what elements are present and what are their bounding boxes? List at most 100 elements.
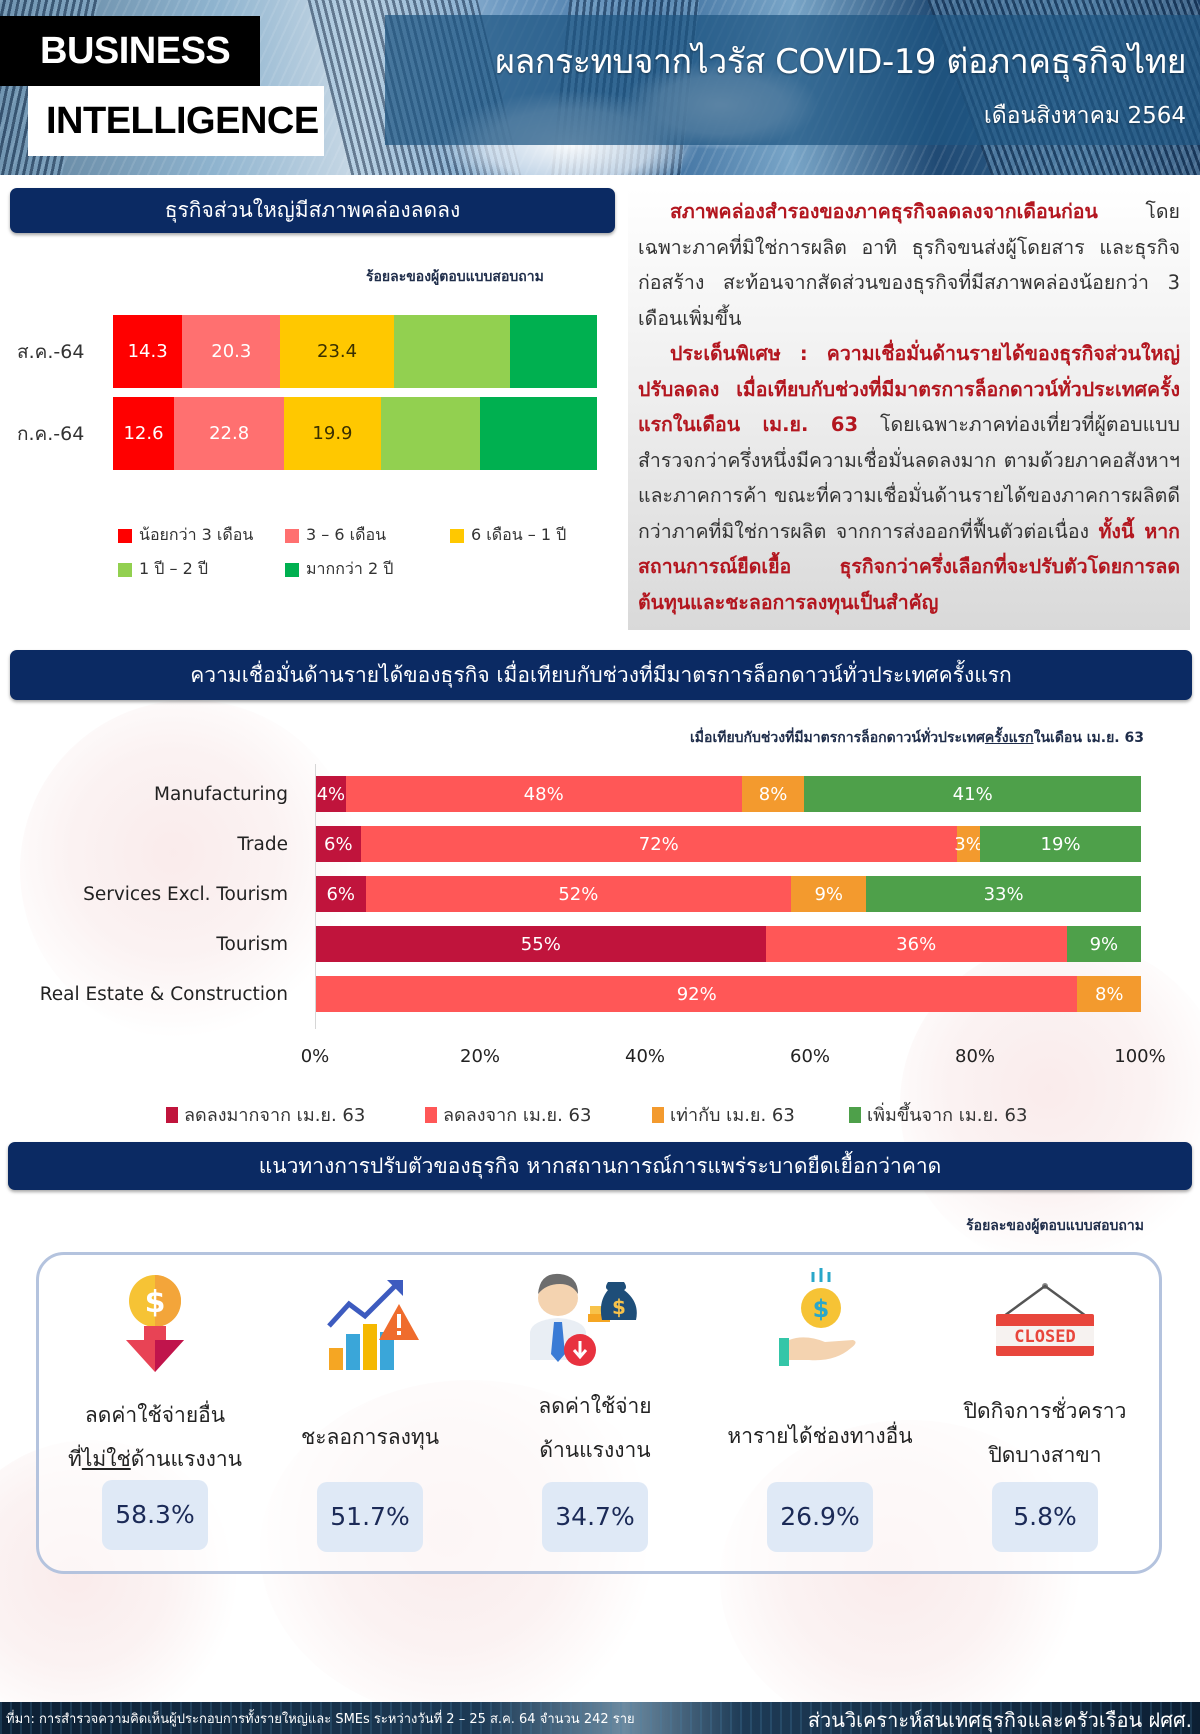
svg-text:$: $: [813, 1295, 830, 1323]
axis-tick: 0%: [300, 1046, 330, 1067]
legend-item: เท่ากับ เม.ย. 63: [652, 1100, 795, 1129]
segment-value: 4: [316, 783, 329, 805]
legend-item: 3 – 6 เดือน: [285, 523, 386, 548]
axis-tick: 80%: [954, 1046, 996, 1067]
segment-value: 9: [1089, 933, 1102, 955]
svg-text:$: $: [612, 1295, 626, 1319]
legend-swatch: [166, 1106, 178, 1123]
segment-value: 19: [1040, 833, 1064, 855]
bar-manufacturing: 4% 48% 8% 41%: [316, 776, 1141, 812]
segment-gt-2y: [479, 397, 597, 470]
legend-label: ลดลงมากจาก เม.ย. 63: [184, 1105, 366, 1126]
liquidity-unit-label: ร้อยละของผู้ตอบแบบสอบถาม: [366, 269, 544, 285]
legend-item: เพิ่มขึ้นจาก เม.ย. 63: [849, 1100, 1027, 1129]
segment-lower: 72%: [360, 826, 958, 862]
adaptation-section-header: แนวทางการปรับตัวของธุรกิจ หากสถานการณ์กา…: [8, 1142, 1192, 1190]
legend-swatch: [118, 528, 132, 543]
adaptation-card-delay-investment: ชะลอการลงทุน 51.7%: [265, 1268, 475, 1552]
adaptation-card-new-revenue: $ หารายได้ช่องทางอื่น 26.9%: [715, 1268, 925, 1552]
bar-real-estate-construction: 92% 8%: [316, 976, 1141, 1012]
card-label: ปิดบางสาขา: [988, 1443, 1102, 1467]
chart-axis-line: [315, 764, 316, 1029]
footer-band: ที่มา: การสำรวจความคิดเห็นผู้ประกอบการทั…: [0, 1702, 1200, 1734]
category-label: Services Excl. Tourism: [83, 884, 288, 905]
legend-swatch: [450, 528, 464, 543]
segment-value: 36: [896, 933, 920, 955]
legend-label: น้อยกว่า 3 เดือน: [139, 525, 254, 544]
legend-label: เท่ากับ เม.ย. 63: [670, 1105, 795, 1126]
subtitle-text: ในเดือน เม.ย. 63: [1033, 730, 1144, 746]
page-date: เดือนสิงหาคม 2564: [983, 103, 1186, 129]
card-label: ลดค่าใช้จ่ายอื่น: [84, 1403, 226, 1427]
axis-tick: 20%: [459, 1046, 501, 1067]
category-label: Trade: [237, 834, 288, 855]
bar-tourism: 55% 36% 9%: [316, 926, 1141, 962]
card-label: ชะลอการลงทุน: [300, 1425, 440, 1449]
segment-1-2y: [393, 315, 510, 388]
bar-services-excl-tourism: 6% 52% 9% 33%: [316, 876, 1141, 912]
adaptation-card-temporary-closure: CLOSED ปิดกิจการชั่วคราว ปิดบางสาขา 5.8%: [940, 1268, 1150, 1552]
axis-tick: 60%: [789, 1046, 831, 1067]
segment-lt-3m: 12.6: [113, 397, 174, 470]
label-part: ที่: [67, 1447, 82, 1471]
summary-highlight: สภาพคล่องสำรองของภาคธุรกิจลดลงจากเดือนก่…: [670, 200, 1098, 223]
liquidity-bar-jul64: 12.6 22.8 19.9: [113, 397, 597, 470]
category-label: Manufacturing: [154, 784, 288, 805]
header-banner: BUSINESS INTELLIGENCE ผลกระทบจากไวรัส CO…: [0, 0, 1200, 175]
page-title: ผลกระทบจากไวรัส COVID-19 ต่อภาคธุรกิจไทย: [495, 42, 1186, 82]
legend-item: 1 ปี – 2 ปี: [118, 557, 208, 582]
segment-much-lower: 55%: [316, 926, 766, 962]
card-value: 34.7%: [542, 1482, 648, 1552]
legend-label: 6 เดือน – 1 ปี: [471, 525, 567, 544]
adaptation-card-cut-other-costs: $ ลดค่าใช้จ่ายอื่น ที่ไม่ใช่ด้านแรงงาน 5…: [50, 1268, 260, 1550]
summary-highlight: ทั้งนี้ หากสถานการณ์ยืดเยื้อ ธุรกิจกว่าค…: [638, 519, 1180, 614]
segment-higher: 33%: [866, 876, 1141, 912]
segment-same: 9%: [791, 876, 867, 912]
subtitle-text: เมื่อเทียบกับช่วงที่มีมาตรการล็อกดาวน์ทั…: [690, 730, 985, 746]
card-label: หารายได้ช่องทางอื่น: [727, 1424, 913, 1448]
legend-label: มากกว่า 2 ปี: [306, 559, 394, 578]
label-part: ด้านแรงงาน: [130, 1447, 243, 1471]
closed-sign-icon: CLOSED: [990, 1268, 1100, 1378]
segment-value: 55: [520, 933, 544, 955]
segment-lower: 52%: [365, 876, 792, 912]
card-label: ลดค่าใช้จ่าย: [538, 1394, 652, 1418]
segment-much-lower: 6%: [316, 876, 366, 912]
legend-swatch: [118, 562, 132, 577]
chart-warning-icon: [315, 1268, 425, 1378]
hand-coin-icon: $: [765, 1268, 875, 1378]
segment-same: 8%: [741, 776, 805, 812]
segment-value: 6: [323, 833, 336, 855]
segment-value: 3: [954, 833, 966, 855]
segment-lower: 48%: [345, 776, 742, 812]
legend-item: น้อยกว่า 3 เดือน: [118, 523, 253, 548]
confidence-subtitle: เมื่อเทียบกับช่วงที่มีมาตรการล็อกดาวน์ทั…: [690, 727, 1144, 749]
segment-higher: 41%: [804, 776, 1141, 812]
segment-higher: 9%: [1066, 926, 1141, 962]
label-underlined: ไม่ใช่: [81, 1447, 131, 1471]
brand-business: BUSINESS: [0, 16, 260, 86]
virus-background-graphic: [20, 700, 360, 1040]
segment-lower: 36%: [765, 926, 1067, 962]
organization-name: ส่วนวิเคราะห์สนเทศธุรกิจและครัวเรือน ฝศศ…: [807, 1708, 1192, 1732]
segment-much-lower: 6%: [316, 826, 361, 862]
employee-cost-down-icon: $: [520, 1268, 670, 1378]
category-label: Real Estate & Construction: [39, 984, 288, 1005]
segment-value: 92: [676, 983, 700, 1005]
segment-lower: 92%: [316, 976, 1078, 1012]
segment-much-lower: 4%: [316, 776, 346, 812]
category-label: Tourism: [216, 934, 288, 955]
svg-text:$: $: [145, 1285, 166, 1320]
segment-higher: 19%: [980, 826, 1141, 862]
legend-label: เพิ่มขึ้นจาก เม.ย. 63: [867, 1105, 1028, 1126]
card-value: 51.7%: [317, 1482, 423, 1552]
segment-value: 6: [326, 883, 338, 905]
liquidity-row-label: ส.ค.-64: [17, 341, 85, 363]
card-label: ปิดกิจการชั่วคราว: [963, 1399, 1127, 1423]
segment-6m-1y: 19.9: [284, 397, 381, 470]
subtitle-underlined: ครั้งแรก: [984, 730, 1034, 746]
segment-value: 41: [952, 783, 976, 805]
card-value: 5.8%: [992, 1482, 1098, 1552]
liquidity-row-label: ก.ค.-64: [17, 423, 85, 445]
axis-tick: 40%: [624, 1046, 666, 1067]
